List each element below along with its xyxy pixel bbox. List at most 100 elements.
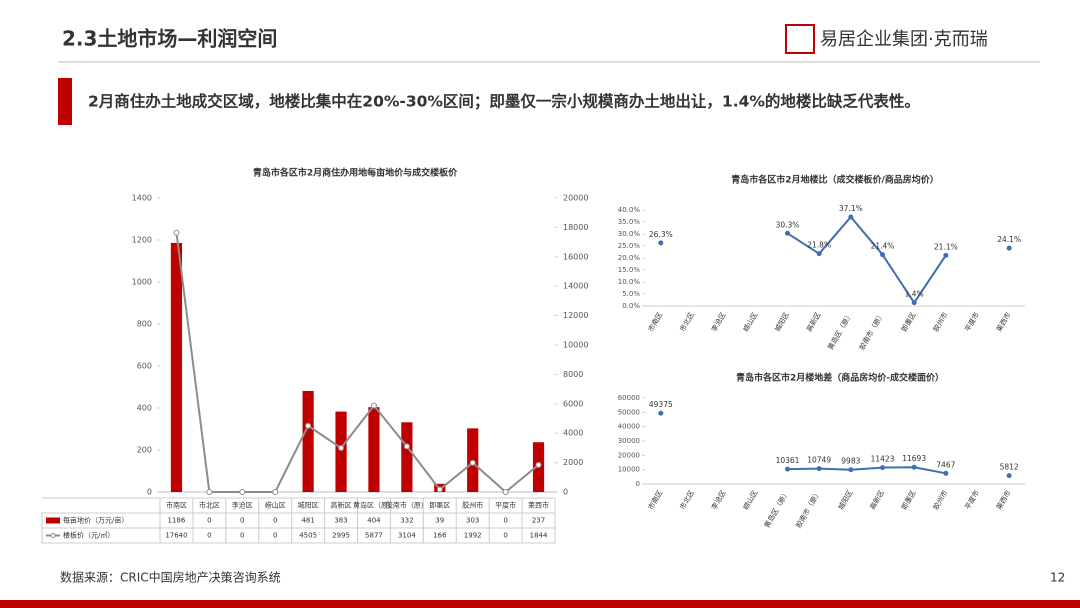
point [370,402,377,409]
x-tick-label: 即墨区 [900,489,917,511]
y-tick-label: 20000 [618,451,640,459]
point [173,229,180,236]
legend-label: 每亩地价（万元/亩） [63,516,128,525]
x-tick-label: 市北区 [678,311,696,334]
y-tick-label: 400 [137,404,152,413]
headline-bar [58,78,72,125]
logo-icon [785,24,815,54]
point [206,489,213,495]
x-tick-label: 崂山区 [741,311,759,334]
table-value: 166 [433,532,447,540]
y2-tick-label: 20000 [563,194,588,203]
table-value: 17640 [165,532,187,540]
point [239,489,246,495]
point [911,464,917,470]
table-value: 1844 [530,532,548,540]
x-tick-label: 莱西市 [994,489,1012,512]
y-tick-label: 40000 [618,423,640,431]
y-tick-label: 1400 [132,194,152,203]
x-tick-label: 胶南市（原） [794,489,823,530]
y-tick-label: 15.0% [618,266,641,274]
data-label: 21.1% [934,242,958,251]
data-label: 5812 [1000,463,1019,472]
x-tick-label: 即墨区 [900,311,917,333]
x-tick-label: 高新区 [868,489,886,512]
x-tick-label: 莱西市 [528,501,549,510]
table-value: 0 [503,532,507,540]
x-tick-label: 市南区 [166,501,187,510]
y-tick-label: 800 [137,320,152,329]
y-tick-label: 10000 [618,466,640,474]
data-label: 10749 [807,456,831,465]
x-tick-label: 城阳区 [298,501,319,510]
data-label: 7467 [936,460,955,469]
y-tick-label: 5.0% [622,290,640,298]
table-value: 404 [367,517,381,525]
y-tick-label: 1200 [132,236,152,245]
table-value: 303 [466,517,479,525]
y-tick-label: 20.0% [618,254,641,262]
data-label: 21.4% [871,242,895,251]
table-value: 332 [400,517,413,525]
x-tick-label: 李沧区 [709,311,727,334]
table-value: 0 [207,517,211,525]
y-tick-label: 1000 [132,278,152,287]
x-tick-label: 平度市 [963,489,981,512]
x-tick-label: 李沧区 [709,489,727,512]
table-value: 0 [207,532,211,540]
table-value: 3104 [398,532,416,540]
table-value: 0 [240,532,244,540]
x-tick-label: 胶南市（原） [857,311,886,352]
point [848,214,854,220]
x-tick-label: 市南区 [646,489,664,512]
point [658,240,664,246]
y2-tick-label: 16000 [563,252,588,261]
x-tick-label: 高新区 [331,501,352,510]
footer-strip [0,600,1080,608]
logo-text: 易居企业集团·克而瑞 [820,29,988,50]
point [1006,473,1012,479]
data-label: 49375 [649,400,673,409]
y2-tick-label: 12000 [563,311,588,320]
point [305,422,312,429]
x-tick-label: 平度市 [963,311,981,334]
y-tick-label: 10.0% [618,278,641,286]
data-label: 26.3% [649,230,673,239]
data-label: 9983 [841,457,860,466]
source: 数据来源：CRIC中国房地产决策咨询系统 [60,570,281,585]
bar [335,411,347,492]
y-tick-label: 0 [147,488,152,497]
point [785,466,790,472]
x-tick-label: 市北区 [199,501,220,510]
y2-tick-label: 6000 [563,399,583,408]
table-value: 383 [334,517,347,525]
y2-tick-label: 2000 [563,458,583,467]
data-label: 37.1% [839,204,863,213]
point [436,486,443,493]
data-label: 1.4% [905,290,924,299]
x-tick-label: 城阳区 [836,489,854,512]
x-tick-label: 市北区 [678,489,696,512]
point [502,489,509,495]
table-value: 0 [240,517,244,525]
point [785,230,790,236]
bar [302,390,314,492]
x-tick-label: 高新区 [804,311,822,334]
table-value: 237 [532,517,545,525]
table-value: 5877 [365,532,383,540]
bar [401,422,413,492]
data-label: 24.1% [997,235,1021,244]
point [848,467,854,473]
x-tick-label: 胶州市 [462,501,483,510]
headline: 2月商住办土地成交区域，地楼比集中在20%-30%区间；即墨仅一宗小规模商办土地… [88,92,920,111]
point [1006,245,1012,251]
y-tick-label: 200 [137,446,152,455]
table-value: 0 [273,517,277,525]
point [880,465,885,471]
data-label: 11693 [902,454,926,463]
table-value: 0 [503,517,507,525]
x-tick-label: 平度市 [495,501,516,510]
bar [170,242,183,492]
table-value: 39 [435,517,444,525]
table-value: 2995 [332,532,350,540]
